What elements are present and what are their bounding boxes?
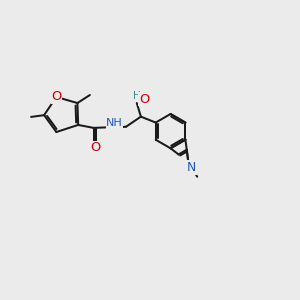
Text: H: H — [133, 91, 141, 101]
Text: O: O — [139, 93, 149, 106]
Text: NH: NH — [106, 118, 123, 128]
Text: O: O — [90, 142, 100, 154]
Text: O: O — [51, 91, 62, 103]
Text: N: N — [187, 161, 196, 174]
